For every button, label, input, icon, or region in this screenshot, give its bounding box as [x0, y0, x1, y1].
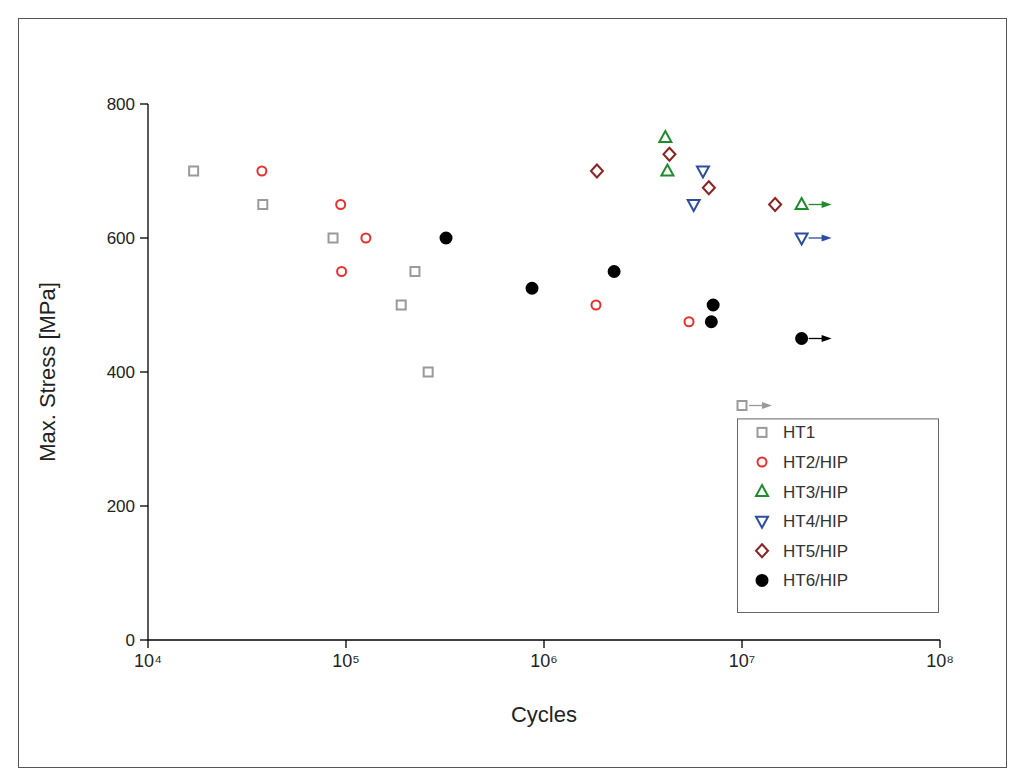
point: [697, 167, 709, 178]
series-3: [688, 167, 832, 245]
runout-head: [822, 201, 832, 208]
legend-marker: [756, 485, 768, 496]
legend-marker: [757, 575, 768, 586]
point: [663, 148, 675, 161]
point: [591, 165, 603, 178]
point: [685, 317, 694, 326]
point: [591, 301, 600, 310]
point: [397, 301, 406, 310]
runout-shaft: [809, 204, 824, 205]
runout-shaft: [749, 405, 764, 406]
point: [424, 368, 433, 377]
figure-frame: [19, 19, 1007, 768]
runout-arrow: [749, 402, 772, 409]
x-tick: [147, 640, 148, 648]
plot-marks: [189, 131, 831, 410]
x-tick: [543, 640, 544, 648]
runout-head: [762, 402, 772, 409]
y-tick: [140, 237, 148, 238]
x-tick-label: 10⁴: [134, 651, 162, 671]
series-0: [189, 167, 772, 411]
y-tick-label: 400: [107, 363, 135, 382]
point: [336, 200, 345, 209]
series-4: [591, 148, 781, 211]
point: [661, 165, 673, 176]
runout-shaft: [809, 237, 824, 238]
legend-label: HT3/HIP: [783, 483, 848, 502]
x-tick-label: 10⁵: [332, 651, 359, 671]
legend-box: [738, 419, 939, 613]
runout-head: [822, 235, 832, 242]
legend-label: HT1: [783, 423, 815, 442]
y-tick-label: 200: [107, 497, 135, 516]
y-axis-label: Max. Stress [MPa]: [35, 282, 60, 462]
legend-label: HT6/HIP: [783, 571, 848, 590]
legend-label: HT2/HIP: [783, 453, 848, 472]
point: [257, 167, 266, 176]
y-tick: [140, 371, 148, 372]
y-tick-label: 800: [107, 95, 135, 114]
x-tick: [345, 640, 346, 648]
point: [708, 300, 719, 311]
x-tick: [741, 640, 742, 648]
y-tick-label: 600: [107, 229, 135, 248]
point: [796, 234, 808, 245]
x-tick-label: 10⁶: [530, 651, 557, 671]
point: [609, 266, 620, 277]
point: [361, 234, 370, 243]
point: [796, 333, 807, 344]
legend-label: HT4/HIP: [783, 512, 848, 531]
x-tick-label: 10⁸: [926, 651, 954, 671]
y-tick: [140, 505, 148, 506]
y-tick: [140, 639, 148, 640]
point: [703, 181, 715, 194]
x-tick-label: 10⁷: [729, 651, 756, 671]
point: [796, 198, 808, 209]
point: [659, 131, 671, 142]
point: [258, 200, 267, 209]
point: [769, 198, 781, 211]
point: [706, 316, 717, 327]
runout-arrow: [809, 235, 832, 242]
legend-marker: [756, 544, 768, 557]
x-tick: [939, 640, 940, 648]
y-tick: [140, 103, 148, 104]
point: [410, 267, 419, 276]
legend: HT1 HT2/HIP HT3/HIP HT4/HIP HT5/HIP HT6/HIP: [738, 419, 939, 613]
y-tick-label: 0: [126, 631, 135, 650]
runout-shaft: [809, 338, 824, 339]
point: [337, 267, 346, 276]
legend-marker: [756, 517, 768, 528]
series-1: [257, 167, 693, 327]
runout-head: [822, 335, 832, 342]
series-2: [659, 131, 831, 209]
point: [688, 200, 700, 211]
legend-label: HT5/HIP: [783, 542, 848, 561]
chart: 0 200 400 600 800 10⁴ 10⁵ 10⁶ 10⁷ 10⁸ Cycles Max. S…: [0, 0, 1024, 773]
runout-arrow: [809, 201, 832, 208]
point: [527, 283, 538, 294]
legend-marker: [758, 458, 767, 467]
legend-marker: [758, 428, 767, 437]
x-axis-label: Cycles: [511, 702, 577, 727]
point: [738, 401, 747, 410]
point: [441, 233, 452, 244]
point: [329, 234, 338, 243]
runout-arrow: [809, 335, 832, 342]
point: [189, 167, 198, 176]
series-5: [441, 233, 832, 345]
